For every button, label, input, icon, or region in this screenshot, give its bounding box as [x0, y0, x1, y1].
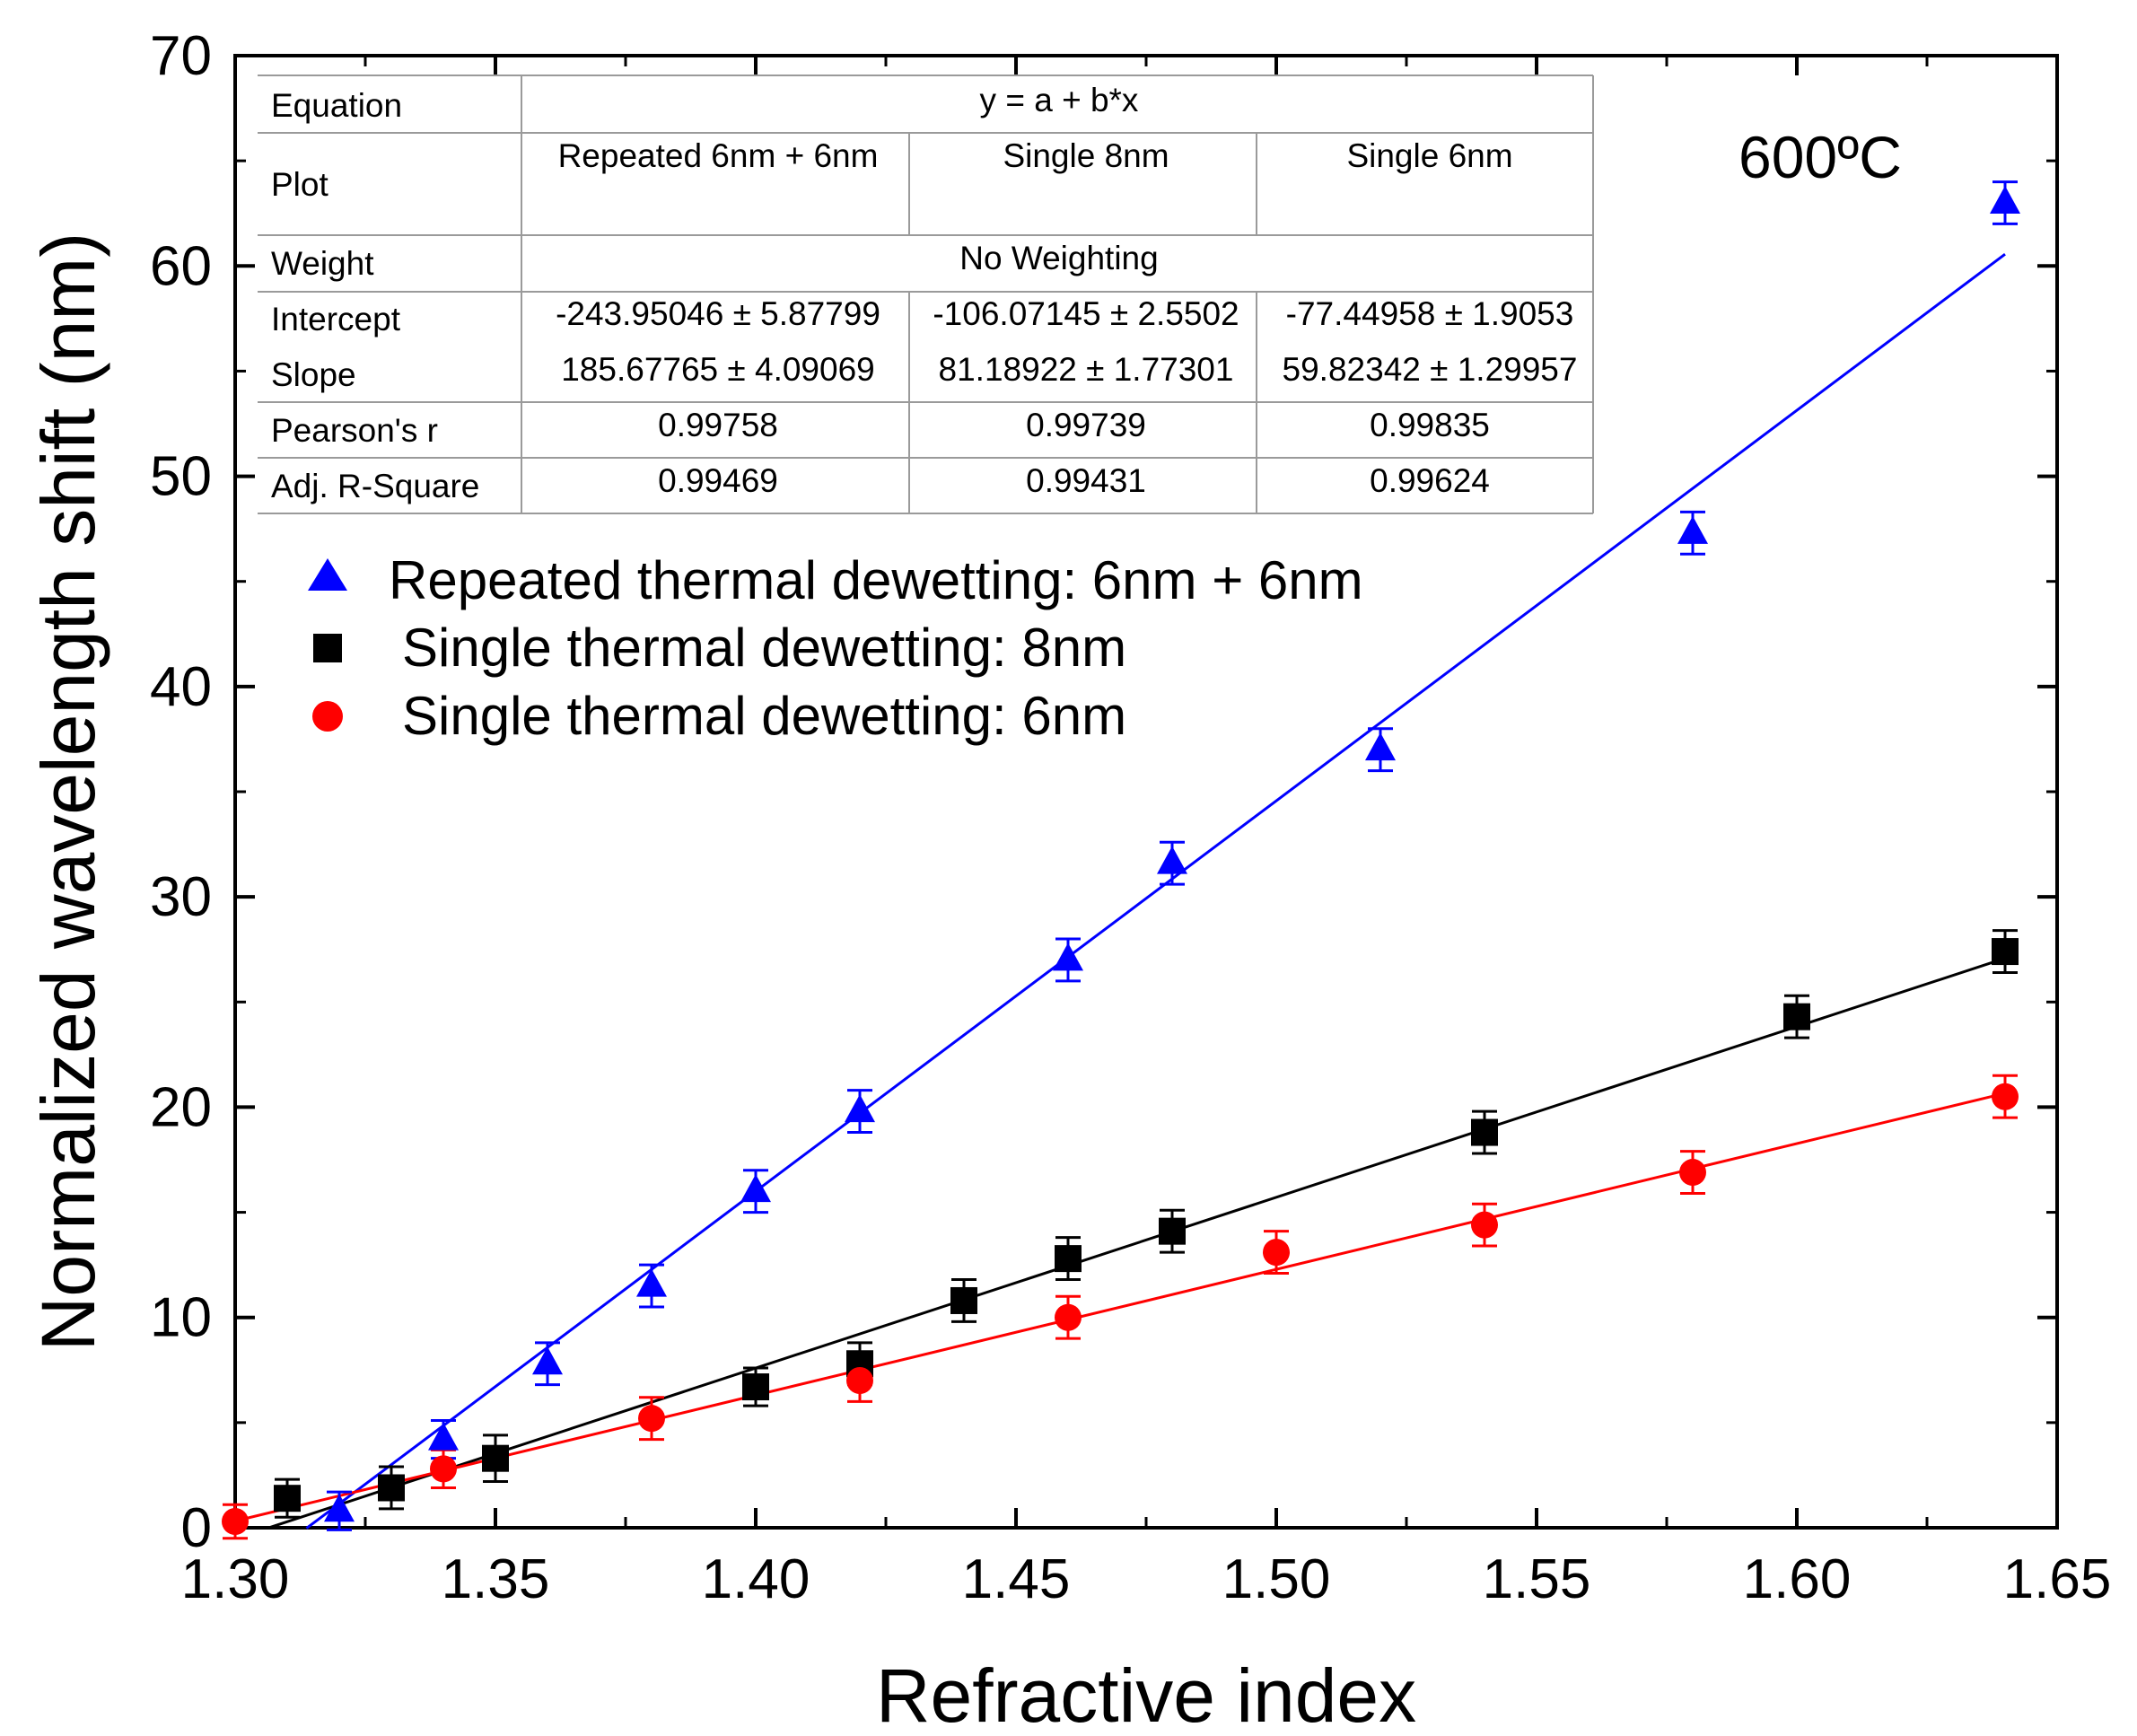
table-label-equation: Equation	[271, 87, 402, 124]
circle-marker	[638, 1405, 665, 1433]
table-intercept-2: -106.07145 ± 2.5502	[933, 295, 1239, 332]
legend-square-marker	[313, 634, 342, 662]
x-tick-label: 1.60	[1743, 1548, 1852, 1610]
y-tick-label: 20	[150, 1076, 212, 1138]
triangle-marker	[740, 1174, 771, 1203]
triangle-marker	[1053, 943, 1083, 971]
fit-lines	[234, 252, 2006, 1530]
plot-frame	[233, 54, 2059, 1530]
data-markers	[222, 186, 2020, 1535]
square-marker	[950, 1286, 977, 1314]
triangle-marker	[1157, 846, 1187, 874]
temperature-annotation: 600ºC	[1739, 124, 1902, 190]
y-tick-label: 10	[150, 1287, 212, 1349]
legend-label-repeated: Repeated thermal dewetting: 6nm + 6nm	[389, 550, 1363, 610]
circle-marker	[430, 1455, 457, 1483]
table-weight: No Weighting	[959, 240, 1158, 276]
table-slope-1: 185.67765 ± 4.09069	[561, 351, 875, 388]
table-label-slope: Slope	[271, 356, 356, 393]
circle-marker	[1992, 1083, 2019, 1110]
square-marker	[1055, 1245, 1082, 1273]
circle-marker	[1471, 1211, 1498, 1239]
table-adj-r2-2: 0.99431	[1026, 462, 1146, 499]
x-tick-label: 1.65	[2003, 1548, 2112, 1610]
square-marker	[1159, 1217, 1186, 1245]
table-adj-r2-3: 0.99624	[1370, 462, 1490, 499]
legend-circle-marker	[312, 701, 343, 732]
table-label-adj-r2: Adj. R-Square	[271, 468, 479, 504]
triangle-marker	[1365, 732, 1396, 761]
triangle-marker	[532, 1346, 563, 1375]
table-label-pearson: Pearson's r	[271, 412, 438, 449]
circle-marker	[1055, 1303, 1082, 1331]
square-marker	[1992, 938, 2019, 966]
y-tick-label: 70	[150, 25, 212, 87]
y-axis-title: Normalized wavelength shift (nm)	[26, 232, 110, 1351]
circle-marker	[1679, 1159, 1706, 1187]
table-equation: y = a + b*x	[980, 82, 1139, 118]
y-tick-label: 30	[150, 866, 212, 928]
square-marker	[482, 1444, 509, 1472]
circle-marker	[222, 1507, 249, 1535]
table-plot-1: Repeated 6nm + 6nm	[558, 137, 879, 174]
x-tick-label: 1.40	[702, 1548, 810, 1610]
table-adj-r2-1: 0.99469	[658, 462, 778, 499]
table-label-plot: Plot	[271, 166, 328, 203]
legend-label-single-6nm: Single thermal dewetting: 6nm	[402, 686, 1126, 746]
legend: Repeated thermal dewetting: 6nm + 6nm Si…	[308, 550, 1363, 746]
triangle-marker	[324, 1494, 355, 1522]
triangle-marker	[845, 1094, 875, 1123]
x-tick-label: 1.55	[1483, 1548, 1591, 1610]
square-marker	[274, 1485, 301, 1512]
table-pearson-2: 0.99739	[1026, 407, 1146, 443]
legend-label-single-8nm: Single thermal dewetting: 8nm	[402, 618, 1126, 678]
y-tick-label: 0	[181, 1497, 212, 1559]
fit-line	[234, 1092, 2006, 1522]
triangle-marker	[636, 1268, 667, 1297]
x-tick-label: 1.30	[181, 1548, 290, 1610]
table-pearson-1: 0.99758	[658, 407, 778, 443]
table-plot-3: Single 6nm	[1346, 137, 1512, 174]
y-tick-label: 60	[150, 235, 212, 297]
fit-table-grid	[258, 75, 1594, 514]
table-label-intercept: Intercept	[271, 301, 401, 338]
axis-ticks	[233, 54, 2059, 1530]
square-marker	[742, 1373, 769, 1401]
square-marker	[1471, 1118, 1498, 1146]
table-plot-2: Single 8nm	[1003, 137, 1169, 174]
table-intercept-1: -243.95046 ± 5.87799	[556, 295, 880, 332]
table-pearson-3: 0.99835	[1370, 407, 1490, 443]
y-tick-label: 50	[150, 446, 212, 508]
square-marker	[1783, 1003, 1810, 1030]
x-tick-label: 1.45	[962, 1548, 1071, 1610]
x-axis-title: Refractive index	[876, 1653, 1416, 1736]
axis-tick-labels: 1.30 1.35 1.40 1.45 1.50 1.55 1.60 1.65 0 10 20 30 4…	[150, 25, 2111, 1610]
table-intercept-3: -77.44958 ± 1.9053	[1286, 295, 1574, 332]
triangle-marker	[1990, 186, 2020, 214]
x-tick-label: 1.35	[442, 1548, 550, 1610]
table-slope-2: 81.18922 ± 1.77301	[939, 351, 1234, 388]
triangle-marker	[1677, 515, 1708, 544]
legend-triangle-marker	[308, 558, 347, 591]
fit-line	[305, 252, 2006, 1530]
x-tick-label: 1.50	[1222, 1548, 1331, 1610]
table-label-weight: Weight	[271, 245, 374, 282]
triangle-marker	[428, 1422, 459, 1451]
circle-marker	[1263, 1239, 1290, 1267]
table-slope-3: 59.82342 ± 1.29957	[1283, 351, 1578, 388]
fit-table: Equation y = a + b*x Plot Repeated 6nm +…	[258, 75, 1594, 514]
fit-line	[268, 957, 2006, 1530]
square-marker	[378, 1474, 405, 1502]
y-tick-label: 40	[150, 656, 212, 718]
circle-marker	[846, 1367, 873, 1394]
